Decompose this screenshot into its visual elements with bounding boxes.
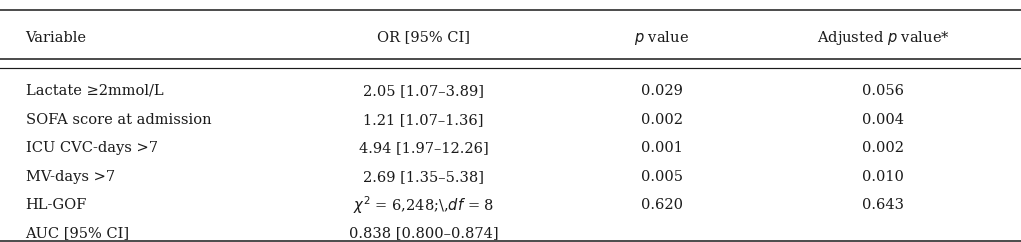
Text: 0.005: 0.005 (640, 170, 683, 184)
Text: MV-days >7: MV-days >7 (26, 170, 114, 184)
Text: 1.21 [1.07–1.36]: 1.21 [1.07–1.36] (363, 113, 484, 127)
Text: 0.838 [0.800–0.874]: 0.838 [0.800–0.874] (349, 226, 498, 240)
Text: 2.69 [1.35–5.38]: 2.69 [1.35–5.38] (363, 170, 484, 184)
Text: 0.029: 0.029 (640, 84, 683, 98)
Text: 0.002: 0.002 (640, 113, 683, 127)
Text: 0.010: 0.010 (862, 170, 905, 184)
Text: Adjusted $p$ value*: Adjusted $p$ value* (817, 29, 950, 46)
Text: 4.94 [1.97–12.26]: 4.94 [1.97–12.26] (358, 141, 489, 155)
Text: $\chi^2$ = 6,248;\,$\mathit{df}$ = 8: $\chi^2$ = 6,248;\,$\mathit{df}$ = 8 (353, 194, 494, 216)
Text: $p$ value: $p$ value (634, 29, 689, 46)
Text: 0.004: 0.004 (862, 113, 905, 127)
Text: 0.002: 0.002 (862, 141, 905, 155)
Text: 0.056: 0.056 (862, 84, 905, 98)
Text: SOFA score at admission: SOFA score at admission (26, 113, 211, 127)
Text: 0.001: 0.001 (640, 141, 683, 155)
Text: ICU CVC-days >7: ICU CVC-days >7 (26, 141, 157, 155)
Text: HL-GOF: HL-GOF (26, 198, 87, 212)
Text: Variable: Variable (26, 30, 87, 45)
Text: 0.643: 0.643 (862, 198, 905, 212)
Text: Lactate ≥2mmol/L: Lactate ≥2mmol/L (26, 84, 163, 98)
Text: AUC [95% CI]: AUC [95% CI] (26, 226, 130, 240)
Text: 2.05 [1.07–3.89]: 2.05 [1.07–3.89] (363, 84, 484, 98)
Text: OR [95% CI]: OR [95% CI] (377, 30, 471, 45)
Text: 0.620: 0.620 (640, 198, 683, 212)
